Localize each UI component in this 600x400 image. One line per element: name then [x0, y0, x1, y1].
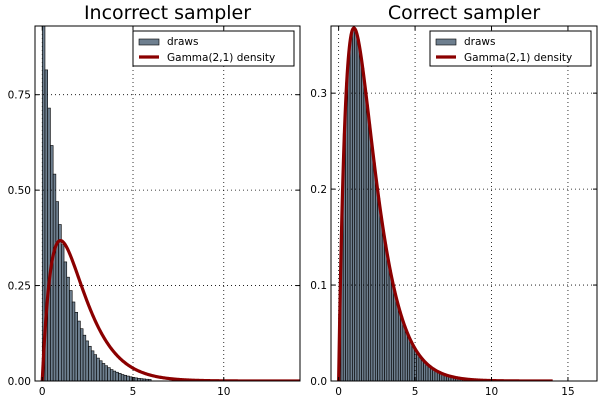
histogram-bar	[411, 344, 415, 381]
histogram-bar	[52, 173, 57, 381]
histogram-bar	[88, 345, 92, 381]
chart-panel-2: 0 5 10 15 0.0 0.1 0.2 0.3 Correct sampler draws Ga…	[310, 2, 598, 398]
histogram-bar	[123, 374, 127, 381]
histogram-bar	[358, 51, 362, 381]
histogram-bar	[74, 311, 78, 381]
draws-histogram	[338, 27, 566, 381]
histogram-bar	[347, 50, 351, 381]
histogram-bar	[66, 276, 70, 381]
histogram-bar	[400, 316, 404, 381]
histogram-bar	[377, 198, 381, 381]
histogram-bar	[112, 370, 117, 381]
histogram-bar	[101, 363, 106, 381]
legend: draws Gamma(2,1) density	[132, 30, 295, 67]
histogram-bar	[115, 371, 119, 381]
y-tick-label: 0.1	[310, 280, 327, 292]
legend-box	[429, 30, 592, 67]
legend-label-density: Gamma(2,1) density	[167, 52, 275, 64]
histogram-bar	[393, 291, 397, 381]
legend-label-draws: draws	[464, 36, 495, 48]
histogram-bar	[107, 367, 111, 381]
histogram-bar	[126, 375, 130, 381]
histogram-bar	[395, 300, 399, 381]
histogram-bar	[388, 269, 392, 381]
legend-label-draws: draws	[167, 36, 198, 48]
histogram-bar	[47, 107, 51, 381]
x-tick-label: 10	[485, 386, 498, 398]
histogram-bar	[418, 355, 422, 381]
histogram-bar	[407, 335, 411, 381]
histogram-bar	[77, 320, 81, 381]
legend-swatch-draws	[435, 38, 457, 46]
legend: draws Gamma(2,1) density	[429, 30, 592, 67]
x-tick-label: 10	[217, 386, 230, 398]
histogram-bar	[120, 374, 125, 381]
chart-panel-1: 0 5 10 0.00 0.25 0.50 0.75 Incorrect sampler dra…	[8, 2, 301, 398]
histogram-bar	[82, 334, 87, 381]
chart-title: Incorrect sampler	[84, 2, 251, 24]
histogram-bar	[80, 328, 84, 381]
histogram-bar	[55, 201, 59, 381]
histogram-bar	[370, 143, 374, 381]
histogram-bar	[409, 340, 413, 381]
histogram-bar	[354, 30, 358, 381]
histogram-bar	[402, 323, 406, 381]
x-tick-label: 5	[412, 386, 419, 398]
histogram-bar	[379, 214, 383, 381]
histogram-bar	[58, 224, 62, 381]
histogram-bar	[85, 340, 89, 381]
y-tick-label: 0.2	[310, 184, 327, 196]
histogram-bar	[118, 373, 122, 381]
histogram-bar	[99, 360, 103, 381]
x-tick-label: 0	[335, 386, 342, 398]
histogram-bar	[404, 329, 408, 381]
histogram-bar	[356, 38, 360, 381]
legend-box	[132, 30, 295, 67]
histogram-bar	[104, 365, 108, 381]
draws-histogram	[41, 26, 152, 381]
histogram-bar	[69, 290, 73, 381]
histogram-bar	[365, 104, 369, 381]
axes-frame	[34, 25, 301, 382]
histogram-bar	[375, 180, 378, 381]
histogram-bar	[352, 27, 355, 381]
histogram-bar	[71, 301, 76, 381]
histogram-bar	[386, 257, 390, 381]
legend-swatch-draws	[138, 38, 160, 46]
histogram-bar	[93, 354, 98, 381]
y-tick-label: 0.50	[8, 185, 31, 197]
x-tick-label: 15	[561, 386, 574, 398]
histogram-bar	[416, 352, 420, 381]
axes-frame	[330, 25, 598, 382]
histogram-bar	[368, 124, 372, 381]
histogram-bar	[96, 357, 100, 381]
histogram-bar	[61, 244, 65, 381]
y-tick-label: 0.25	[8, 281, 31, 293]
legend-label-density: Gamma(2,1) density	[464, 52, 572, 64]
histogram-bar	[129, 376, 133, 381]
histogram-bar	[372, 162, 376, 381]
y-tick-label: 0.0	[310, 376, 327, 388]
histogram-bar	[384, 244, 388, 381]
histogram-bar	[63, 261, 68, 381]
x-tick-label: 0	[39, 386, 46, 398]
histogram-bar	[363, 85, 367, 381]
y-tick-label: 0.3	[310, 88, 327, 100]
x-tick-label: 5	[130, 386, 137, 398]
histogram-bar	[420, 358, 424, 381]
histogram-bar	[391, 281, 394, 381]
histogram-bar	[397, 309, 401, 381]
histogram-bar	[110, 369, 114, 381]
histogram-bar	[90, 350, 95, 381]
histogram-bar	[381, 230, 385, 381]
histogram-bar	[361, 67, 365, 381]
chart-title: Correct sampler	[388, 2, 540, 24]
y-tick-label: 0.75	[8, 90, 31, 102]
histogram-bar	[349, 33, 353, 381]
y-tick-label: 0.00	[8, 376, 31, 388]
